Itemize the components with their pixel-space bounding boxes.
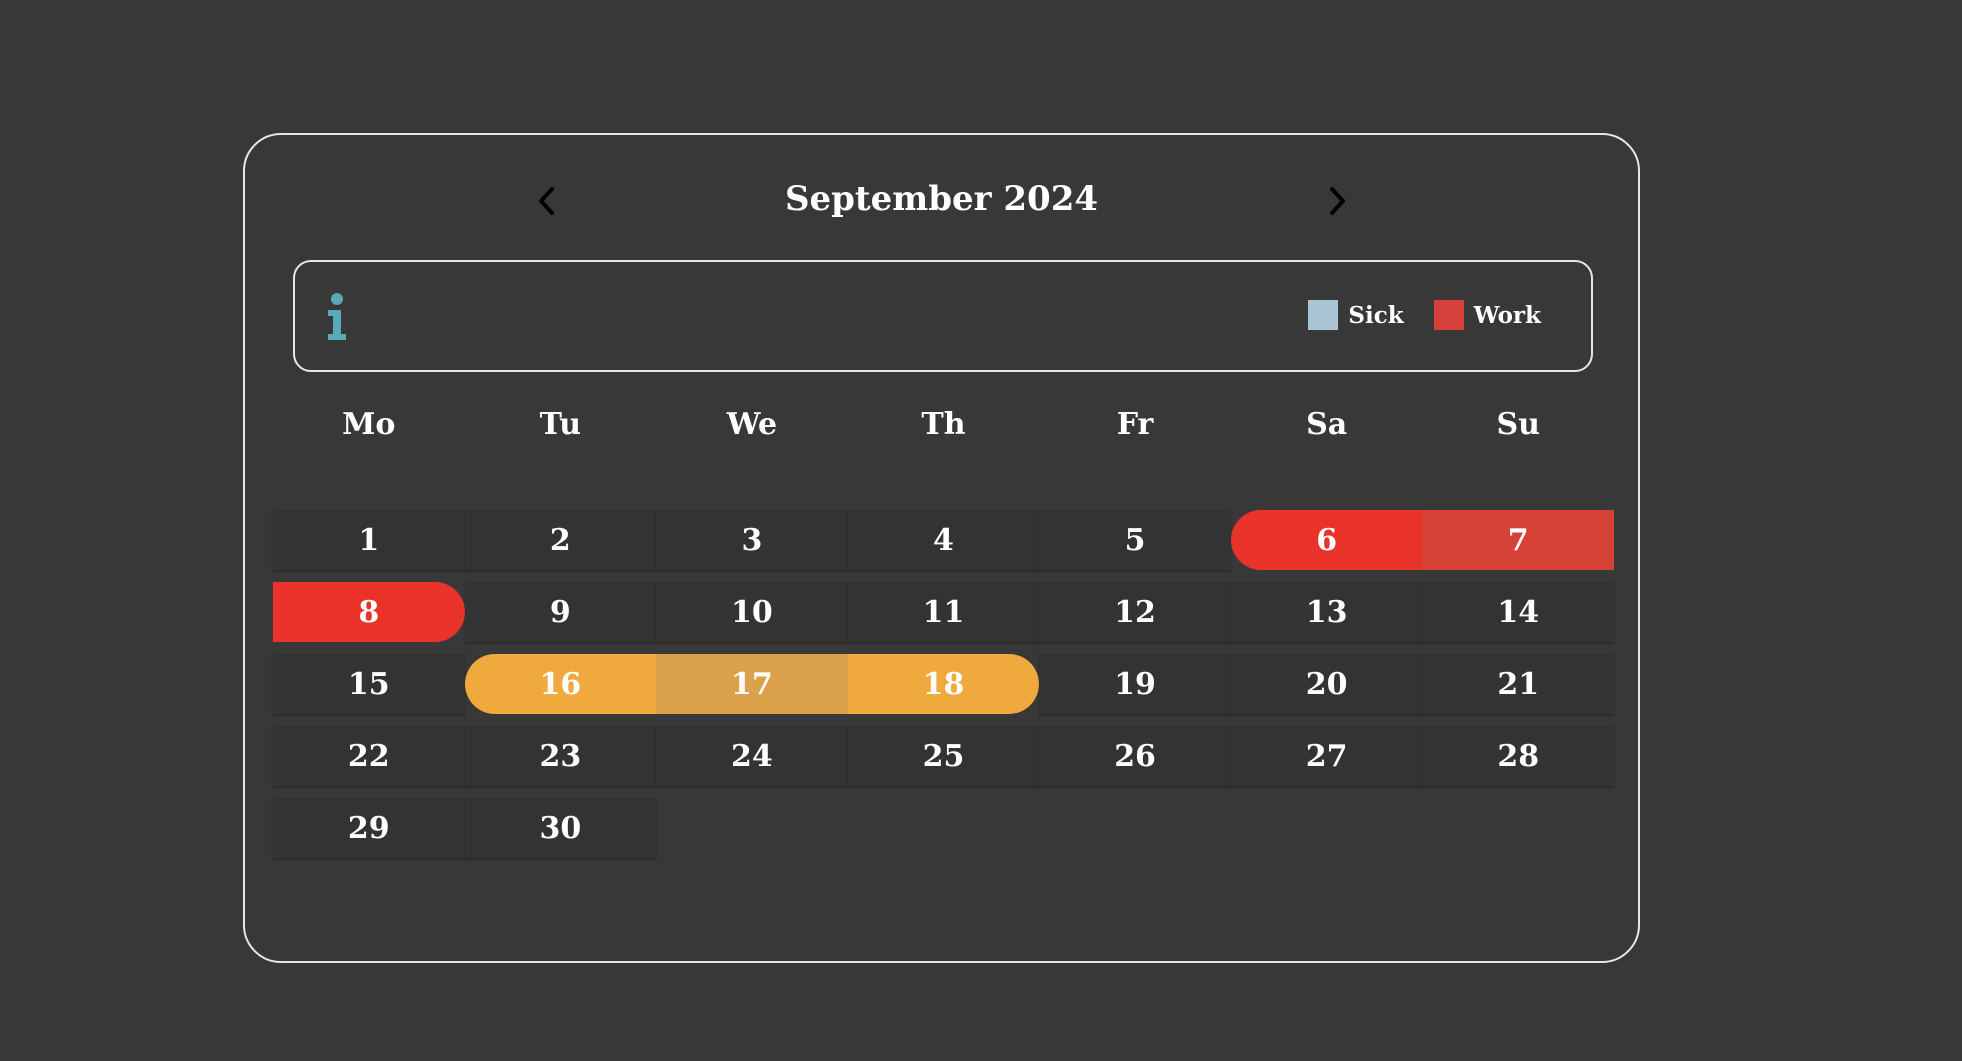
day-cell-3[interactable]: 3 xyxy=(656,510,848,570)
day-cell-14[interactable]: 14 xyxy=(1422,582,1614,642)
day-cell-15[interactable]: 15 xyxy=(273,654,465,714)
day-cell-13[interactable]: 13 xyxy=(1230,582,1423,642)
weekday-label: We xyxy=(726,407,778,442)
day-cell-9[interactable]: 9 xyxy=(464,582,657,642)
day-cell-24[interactable]: 24 xyxy=(656,726,848,786)
day-cell-1[interactable]: 1 xyxy=(273,510,465,570)
weekday-header-row: Mo Tu We Th Fr Sa Su xyxy=(273,405,1614,445)
day-cell-12[interactable]: 12 xyxy=(1039,582,1231,642)
day-cell-7[interactable]: 7 xyxy=(1422,510,1614,570)
day-cell-21[interactable]: 21 xyxy=(1422,654,1614,714)
day-cell-23[interactable]: 23 xyxy=(464,726,657,786)
legend-swatch-sick xyxy=(1308,300,1339,330)
legend-label: Work xyxy=(1473,301,1541,329)
month-title: September 2024 xyxy=(784,179,1099,219)
weekday-label: Mo xyxy=(342,407,396,442)
day-cell-27[interactable]: 27 xyxy=(1230,726,1423,786)
calendar-card: September 2024 Sick Work Mo Tu We Th xyxy=(243,133,1640,963)
legend: Sick Work xyxy=(1308,300,1541,330)
weekday-label: Fr xyxy=(1116,407,1154,442)
weekday-label: Sa xyxy=(1306,407,1348,442)
day-cell-4[interactable]: 4 xyxy=(847,510,1040,570)
day-cell-10[interactable]: 10 xyxy=(656,582,848,642)
info-icon xyxy=(328,293,346,340)
day-cell-19[interactable]: 19 xyxy=(1039,654,1231,714)
legend-swatch-work xyxy=(1433,300,1464,330)
day-cell-18[interactable]: 18 xyxy=(847,654,1040,714)
weekday-label: Th xyxy=(921,407,966,442)
day-cell-2[interactable]: 2 xyxy=(464,510,657,570)
day-cell-11[interactable]: 11 xyxy=(847,582,1040,642)
legend-label: Sick xyxy=(1348,301,1404,329)
weekday-label: Tu xyxy=(539,407,582,442)
chevron-left-icon xyxy=(539,187,554,215)
day-cell-5[interactable]: 5 xyxy=(1039,510,1231,570)
day-cell-6[interactable]: 6 xyxy=(1230,510,1423,570)
day-cell-20[interactable]: 20 xyxy=(1230,654,1423,714)
next-month-button[interactable] xyxy=(1315,179,1359,223)
prev-month-button[interactable] xyxy=(525,179,569,223)
info-legend-box: Sick Work xyxy=(293,260,1593,372)
chevron-right-icon xyxy=(1330,187,1345,215)
day-cell-17[interactable]: 17 xyxy=(656,654,848,714)
day-cell-29[interactable]: 29 xyxy=(273,798,465,858)
day-cell-8[interactable]: 8 xyxy=(273,582,465,642)
legend-item-work: Work xyxy=(1433,300,1541,330)
day-cell-28[interactable]: 28 xyxy=(1422,726,1614,786)
day-cell-30[interactable]: 30 xyxy=(464,798,657,858)
day-cell-16[interactable]: 16 xyxy=(464,654,657,714)
day-grid: 1 2 3 4 5 6 7 8 9 10 11 12 13 14 15 16 17 18 19 20 21 22 23 24 2… xyxy=(273,510,1614,858)
weekday-label: Su xyxy=(1496,407,1540,442)
day-cell-25[interactable]: 25 xyxy=(847,726,1040,786)
calendar-header: September 2024 xyxy=(245,135,1638,265)
day-cell-26[interactable]: 26 xyxy=(1039,726,1231,786)
legend-item-sick: Sick xyxy=(1308,300,1404,330)
day-cell-22[interactable]: 22 xyxy=(273,726,465,786)
